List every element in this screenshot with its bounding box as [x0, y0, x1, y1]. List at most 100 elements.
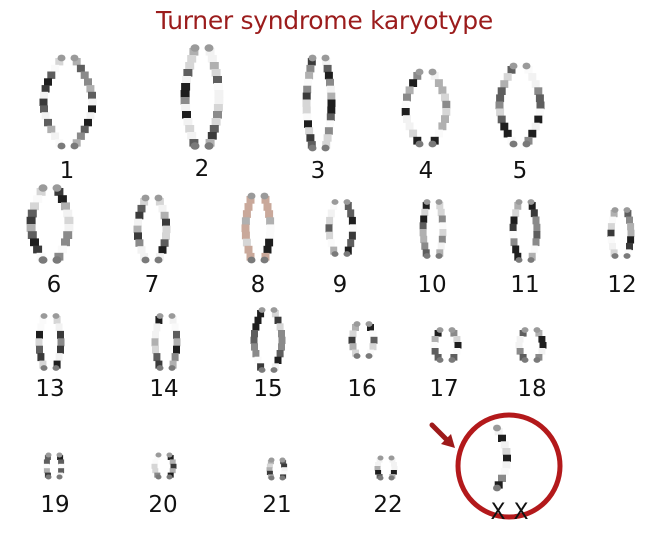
band — [76, 64, 85, 73]
band — [169, 468, 176, 474]
band — [134, 218, 142, 227]
band — [266, 470, 273, 475]
band — [55, 58, 64, 66]
band — [303, 113, 312, 121]
telomere — [168, 313, 176, 319]
band — [185, 62, 195, 70]
band — [421, 242, 429, 250]
band — [375, 470, 382, 475]
band — [302, 92, 311, 101]
band — [251, 330, 258, 338]
telomere — [521, 327, 529, 333]
band — [246, 196, 255, 204]
band — [181, 104, 191, 112]
band — [624, 210, 632, 218]
band — [30, 238, 39, 247]
band — [391, 466, 398, 471]
x-chromosome — [493, 424, 511, 492]
band — [39, 316, 47, 324]
telomere — [448, 357, 456, 363]
telomere — [156, 365, 164, 371]
band — [369, 330, 377, 338]
band — [171, 353, 179, 362]
chromosome-20-a — [151, 452, 162, 480]
band — [36, 188, 46, 196]
telomere — [436, 327, 444, 333]
band — [375, 462, 382, 467]
chromosome-21-a — [266, 457, 275, 481]
telomere — [156, 313, 164, 319]
band — [323, 134, 332, 142]
telomere — [279, 457, 286, 463]
band — [528, 73, 537, 81]
band — [302, 99, 311, 107]
telomere — [353, 321, 361, 327]
band — [306, 134, 315, 142]
band — [63, 209, 73, 218]
chromosome-10-b — [435, 199, 447, 259]
band — [133, 225, 142, 234]
telomere — [260, 192, 269, 200]
band — [61, 202, 70, 211]
band — [519, 330, 527, 337]
band — [27, 231, 37, 239]
band — [352, 349, 359, 357]
band — [305, 127, 314, 135]
telomere — [623, 207, 631, 213]
band — [436, 249, 444, 257]
band — [41, 85, 50, 93]
chromosome-label-18: 18 — [517, 376, 546, 402]
band — [528, 202, 536, 210]
band — [57, 245, 67, 254]
band — [88, 105, 96, 113]
band — [274, 356, 282, 364]
band — [57, 455, 64, 460]
chromosome-label-8: 8 — [251, 272, 266, 298]
band — [189, 48, 199, 56]
band — [304, 120, 312, 128]
band — [244, 203, 253, 211]
band — [369, 343, 377, 351]
band — [185, 125, 195, 133]
band — [57, 330, 64, 339]
band — [434, 79, 443, 87]
chromosome-label-6: 6 — [47, 272, 62, 298]
band — [86, 85, 95, 93]
chromosome-label-9: 9 — [333, 272, 348, 298]
band — [88, 98, 97, 106]
band — [44, 78, 52, 86]
band — [58, 463, 65, 469]
telomere — [154, 194, 163, 202]
band — [516, 348, 524, 355]
telomere — [279, 475, 286, 481]
telomere — [509, 140, 518, 148]
band — [422, 249, 430, 257]
band — [401, 108, 410, 116]
telomere — [166, 474, 173, 480]
band — [152, 459, 159, 465]
band — [51, 132, 60, 140]
chromosome-22-b — [388, 455, 398, 481]
telomere — [45, 452, 52, 458]
band — [43, 463, 50, 469]
band — [323, 64, 332, 73]
band — [140, 253, 149, 261]
band — [266, 231, 275, 240]
chromosome-11-a — [509, 199, 523, 263]
band — [497, 115, 506, 124]
band — [151, 463, 158, 469]
telomere — [522, 62, 531, 70]
telomere — [493, 484, 501, 492]
telomere — [258, 367, 266, 373]
band — [36, 345, 43, 354]
band — [47, 125, 56, 134]
band — [40, 91, 48, 100]
band — [213, 111, 222, 119]
telomere — [388, 455, 395, 461]
telomere — [52, 184, 62, 192]
telomere — [353, 353, 361, 359]
band — [181, 83, 191, 91]
telomere — [270, 367, 278, 373]
telomere — [493, 424, 501, 432]
